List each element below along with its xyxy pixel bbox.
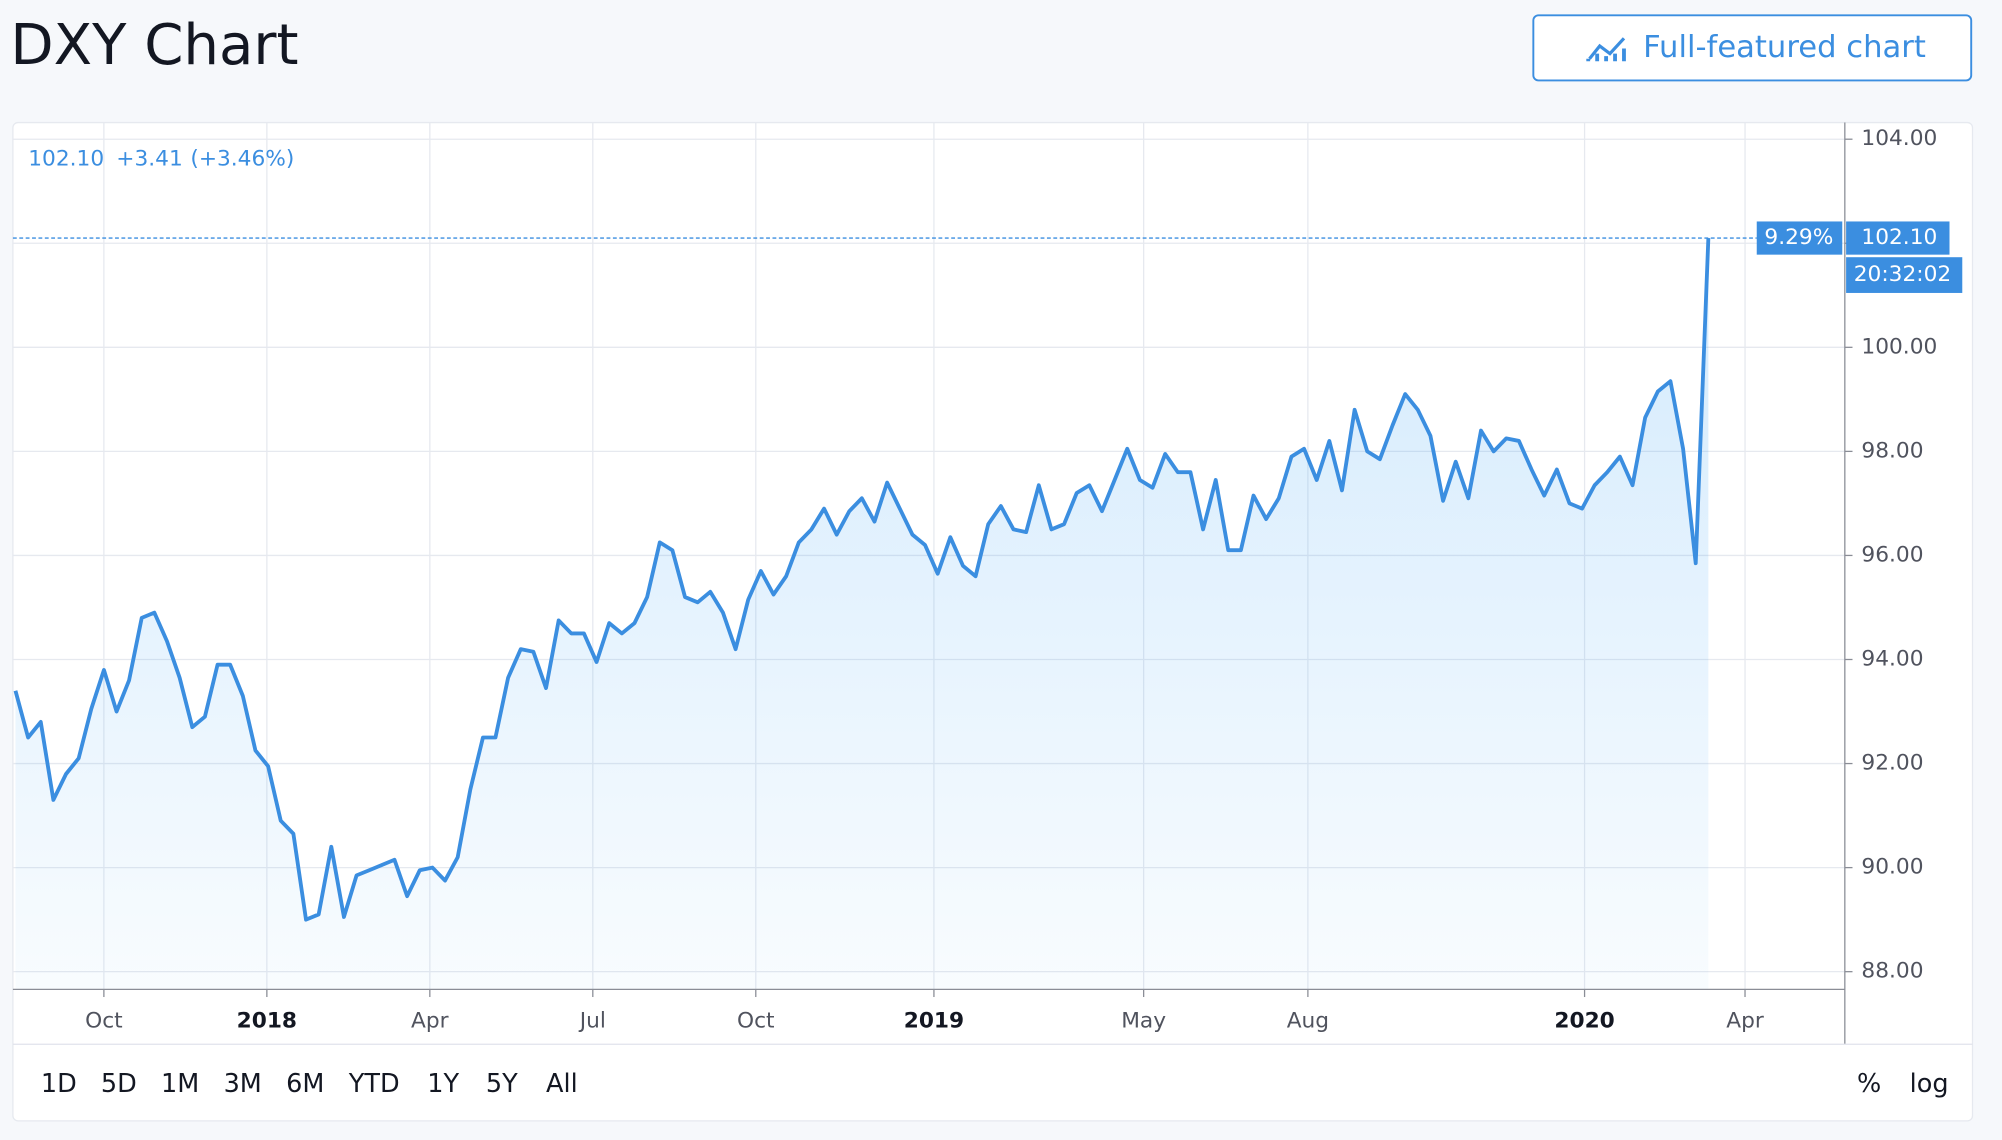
percent-badge-label: 9.29% [1764, 225, 1833, 250]
button-frame[interactable] [1532, 14, 1973, 82]
y-tick-label: 104.00 [1861, 126, 1937, 151]
x-tick-label: 2018 [237, 1008, 297, 1033]
legend-change: +3.41 [116, 147, 182, 172]
plot [12, 237, 1757, 990]
area [15, 238, 1709, 990]
legend: 102.10 +3.41 (+3.46%) [28, 147, 294, 172]
x-tick-label: May [1121, 1008, 1166, 1033]
x-tick-label: Aug [1287, 1008, 1329, 1033]
scale-button[interactable]: % [1857, 1069, 1881, 1099]
y-tick-label: 98.00 [1861, 438, 1923, 463]
range-button[interactable]: 3M [224, 1069, 262, 1099]
button-label[interactable]: Full-featured chart [1643, 30, 1926, 65]
x-tick-label: 2019 [904, 1008, 964, 1033]
toolbar: 1D 5D 1M 3M 6M YTD 1Y 5Y All% log [41, 1069, 1949, 1099]
range-button[interactable]: 5D [101, 1069, 137, 1099]
page-title: DXY Chart [10, 13, 298, 78]
legend-price: 102.10 [28, 147, 104, 172]
y-tick-label: 96.00 [1861, 542, 1923, 567]
price-line [13, 238, 1711, 922]
full-chart-button[interactable]: Full-featured chart [1532, 14, 1973, 82]
range-button[interactable]: 6M [286, 1069, 324, 1099]
x-tick-label: 2020 [1554, 1008, 1614, 1033]
x-tick-label: Oct [85, 1008, 123, 1033]
range-button[interactable]: 1D [41, 1069, 77, 1099]
range-button[interactable]: All [546, 1069, 578, 1099]
range-button[interactable]: YTD [348, 1069, 400, 1099]
y-tick-label: 92.00 [1861, 751, 1923, 776]
range-button[interactable]: 1Y [427, 1069, 459, 1099]
y-tick-label: 100.00 [1861, 334, 1937, 359]
x-tick-label: Apr [411, 1008, 449, 1033]
x-tick-label: Apr [1726, 1008, 1764, 1033]
range-button[interactable]: 5Y [486, 1069, 518, 1099]
range-button[interactable]: 1M [161, 1069, 199, 1099]
y-tick-label: 88.00 [1861, 959, 1923, 984]
legend-change-pct: (+3.46%) [190, 147, 294, 172]
x-tick-label: Oct [737, 1008, 775, 1033]
price-badge-label: 102.10 [1861, 225, 1937, 250]
y-tick-label: 90.00 [1861, 855, 1923, 880]
countdown-badge [1846, 257, 1963, 293]
button-icon[interactable] [1588, 37, 1626, 60]
x-tick-label: Jul [578, 1008, 606, 1033]
percent-badge [1756, 221, 1843, 255]
axis-labels: 88.00 90.00 92.00 94.00 96.00 98.00 100.00 102.… [85, 126, 1963, 1033]
countdown-label: 20:32:02 [1854, 262, 1951, 287]
scale-button[interactable]: log [1910, 1069, 1949, 1099]
price-badge [1846, 221, 1950, 255]
y-tick-label: 94.00 [1861, 646, 1923, 671]
button-icon-bars[interactable] [1586, 48, 1626, 62]
